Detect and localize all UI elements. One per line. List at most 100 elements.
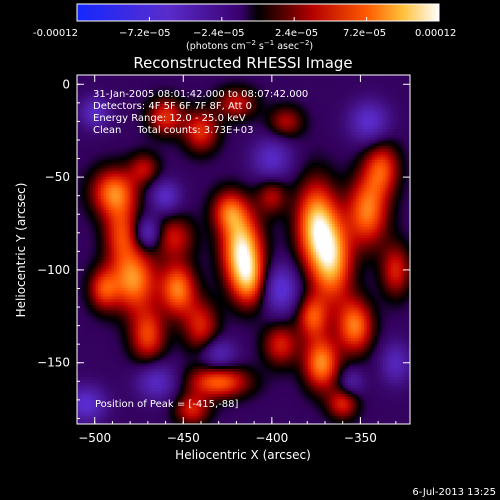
heatmap-cell bbox=[108, 320, 113, 325]
heatmap-cell bbox=[108, 220, 113, 225]
heatmap-cell bbox=[124, 276, 129, 280]
heatmap-cell bbox=[106, 92, 110, 97]
heatmap-cell bbox=[95, 128, 99, 133]
heatmap-cell bbox=[114, 421, 118, 424]
heatmap-cell bbox=[100, 248, 105, 252]
heatmap-cell bbox=[92, 170, 97, 174]
heatmap-cell bbox=[77, 293, 81, 297]
heatmap-cell bbox=[122, 234, 126, 239]
heatmap-cell bbox=[82, 137, 86, 141]
heatmap-cell bbox=[124, 396, 129, 400]
heatmap-cell bbox=[108, 365, 113, 369]
heatmap-cell bbox=[124, 126, 129, 130]
heatmap-cell bbox=[98, 359, 102, 364]
heatmap-cell bbox=[103, 159, 107, 163]
heatmap-cell bbox=[116, 373, 121, 378]
heatmap-cell bbox=[98, 254, 102, 258]
heatmap-cell bbox=[90, 142, 94, 147]
heatmap-cell bbox=[124, 75, 129, 77]
heatmap-cell bbox=[114, 92, 118, 97]
heatmap-cell bbox=[100, 415, 105, 420]
heatmap-cell bbox=[114, 245, 118, 250]
heatmap-cell bbox=[77, 84, 81, 88]
heatmap-cell bbox=[119, 251, 123, 255]
heatmap-cell bbox=[84, 304, 89, 308]
heatmap-cell bbox=[77, 256, 81, 261]
heatmap-cell bbox=[92, 198, 97, 202]
heatmap-cell bbox=[95, 248, 99, 252]
heatmap-cell bbox=[84, 382, 89, 386]
heatmap-cell bbox=[103, 243, 107, 247]
heatmap-cell bbox=[79, 337, 83, 342]
heatmap-cell bbox=[79, 332, 83, 336]
heatmap-cell bbox=[103, 404, 107, 408]
heatmap-cell bbox=[95, 415, 99, 420]
heatmap-cell bbox=[114, 126, 118, 130]
heatmap-cell bbox=[100, 178, 105, 183]
heatmap-cell bbox=[103, 75, 107, 77]
heatmap-cell bbox=[111, 237, 115, 241]
heatmap-cell bbox=[119, 354, 123, 358]
heatmap-cell bbox=[106, 251, 110, 255]
heatmap-cell bbox=[90, 134, 94, 138]
heatmap-cell bbox=[108, 359, 113, 364]
heatmap-cell bbox=[100, 243, 105, 247]
heatmap-cell bbox=[77, 162, 81, 166]
heatmap-cell bbox=[79, 204, 83, 208]
heatmap-cell bbox=[77, 329, 81, 333]
heatmap-cell bbox=[111, 217, 115, 222]
heatmap-cell bbox=[100, 75, 105, 80]
heatmap-cell bbox=[92, 390, 97, 394]
heatmap-cell bbox=[114, 153, 118, 158]
heatmap-cell bbox=[100, 151, 105, 155]
heatmap-cell bbox=[122, 348, 126, 353]
heatmap-cell bbox=[95, 231, 99, 236]
heatmap-cell bbox=[122, 81, 126, 85]
heatmap-cell bbox=[114, 243, 118, 247]
heatmap-cell bbox=[111, 351, 115, 355]
heatmap-cell bbox=[92, 95, 97, 99]
heatmap-cell bbox=[124, 371, 129, 375]
heatmap-cell bbox=[111, 84, 115, 88]
heatmap-cell bbox=[90, 167, 94, 172]
heatmap-cell bbox=[106, 117, 110, 122]
heatmap-cell bbox=[95, 103, 99, 108]
heatmap-cell bbox=[124, 165, 129, 169]
heatmap-cell bbox=[100, 346, 105, 350]
heatmap-cell bbox=[95, 396, 99, 400]
heatmap-cell bbox=[114, 226, 118, 230]
heatmap-cell bbox=[82, 301, 86, 305]
heatmap-cell bbox=[92, 237, 97, 241]
heatmap-cell bbox=[100, 223, 105, 227]
heatmap-cell bbox=[124, 254, 129, 258]
heatmap-cell bbox=[84, 145, 89, 149]
heatmap-cell bbox=[92, 120, 97, 124]
heatmap-cell bbox=[100, 365, 105, 369]
heatmap-cell bbox=[114, 284, 118, 289]
heatmap-cell bbox=[124, 323, 129, 328]
heatmap-cell bbox=[124, 192, 129, 197]
heatmap-cell bbox=[111, 190, 115, 194]
heatmap-cell bbox=[87, 215, 91, 219]
heatmap-cell bbox=[98, 192, 102, 197]
heatmap-cell bbox=[116, 176, 121, 180]
heatmap-cell bbox=[124, 184, 129, 188]
heatmap-cell bbox=[114, 412, 118, 417]
heatmap-cell bbox=[116, 312, 121, 316]
heatmap-cell bbox=[124, 421, 129, 424]
heatmap-cell bbox=[87, 234, 91, 239]
heatmap-cell bbox=[100, 134, 105, 138]
heatmap-cell bbox=[122, 376, 126, 381]
heatmap-cell bbox=[77, 393, 81, 397]
heatmap-cell bbox=[79, 357, 83, 361]
heatmap-cell bbox=[124, 112, 129, 116]
heatmap-cell bbox=[95, 178, 99, 183]
heatmap-cell bbox=[90, 362, 94, 367]
heatmap-cell bbox=[119, 262, 123, 266]
heatmap-cell bbox=[119, 137, 123, 141]
heatmap-cell bbox=[100, 265, 105, 269]
heatmap-cell bbox=[108, 362, 113, 367]
heatmap-cell bbox=[92, 385, 97, 389]
heatmap-cell bbox=[106, 131, 110, 135]
heatmap-cell bbox=[79, 84, 83, 88]
